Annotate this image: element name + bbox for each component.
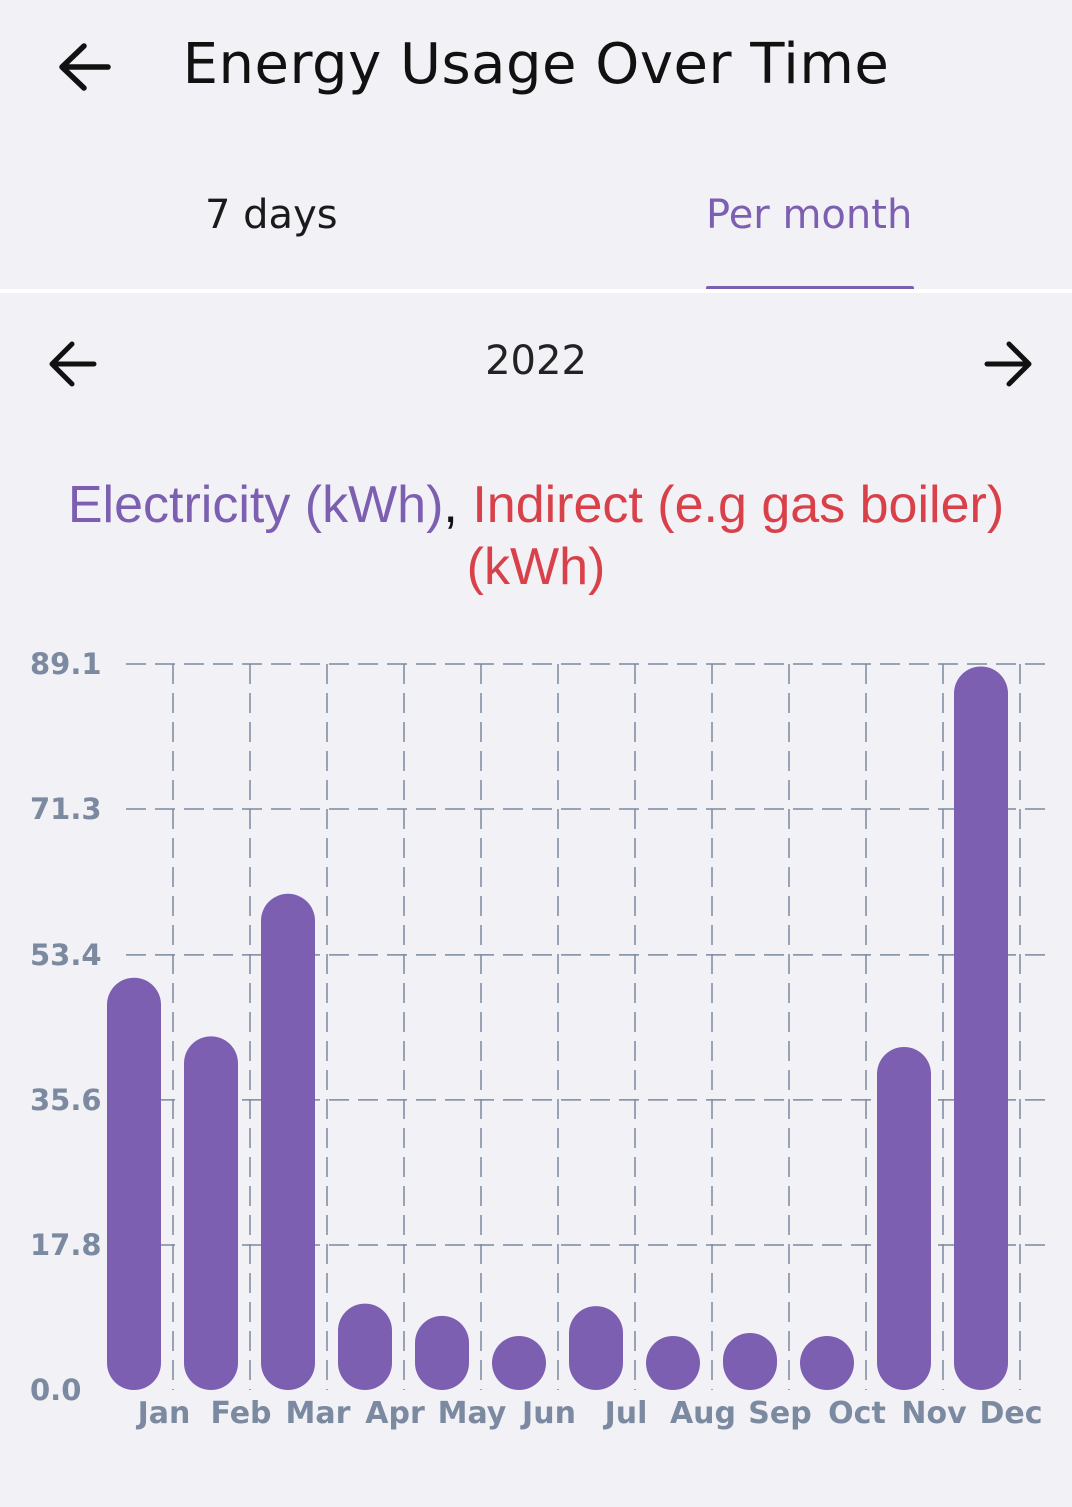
tab-active-indicator: [706, 286, 914, 291]
x-tick-label: Apr: [365, 1396, 425, 1431]
bar-dec[interactable]: [954, 666, 1008, 1390]
bar-nov[interactable]: [877, 1046, 931, 1390]
legend-indirect[interactable]: Indirect (e.g gas boiler) (kWh): [466, 476, 1005, 596]
app-header: Energy Usage Over Time: [0, 0, 1072, 135]
year-navigator: 2022: [0, 330, 1072, 400]
chart-legend: Electricity (kWh), Indirect (e.g gas boi…: [40, 474, 1032, 598]
x-tick-label: Mar: [286, 1396, 351, 1431]
arrow-left-icon: [49, 341, 97, 387]
previous-year-button[interactable]: [40, 334, 106, 394]
bar-jun[interactable]: [492, 1336, 546, 1390]
y-tick-label: 53.4: [30, 938, 102, 972]
y-tick-label: 89.1: [30, 647, 102, 681]
year-label: 2022: [485, 338, 587, 384]
x-tick-label: Nov: [901, 1396, 967, 1431]
x-tick-label: May: [438, 1396, 507, 1431]
legend-electricity[interactable]: Electricity (kWh): [67, 476, 444, 534]
tab-divider: [0, 289, 1072, 293]
period-tabs: 7 days Per month: [0, 170, 1072, 294]
bar-mar[interactable]: [261, 893, 315, 1390]
y-tick-label: 71.3: [30, 792, 102, 826]
y-tick-label: 35.6: [30, 1083, 102, 1117]
tab-per-month[interactable]: Per month: [706, 192, 913, 238]
y-tick-label: 0.0: [30, 1373, 81, 1407]
bar-oct[interactable]: [800, 1336, 854, 1390]
back-button[interactable]: [50, 34, 120, 100]
arrow-right-icon: [984, 341, 1032, 387]
bar-jan[interactable]: [107, 977, 161, 1390]
bar-jul[interactable]: [569, 1306, 623, 1390]
x-tick-label: Sep: [748, 1396, 811, 1431]
x-tick-label: Feb: [210, 1396, 271, 1431]
arrow-left-icon: [59, 43, 111, 91]
energy-bar-chart: 0.0 17.8 35.6 53.4 71.3 89.1 Jan Feb Mar Apr May Ju…: [30, 647, 1050, 1431]
x-tick-label: Dec: [979, 1396, 1042, 1431]
page-title: Energy Usage Over Time: [182, 32, 890, 97]
bar-apr[interactable]: [338, 1303, 392, 1390]
x-tick-label: Jun: [520, 1396, 576, 1431]
x-tick-label: Jan: [136, 1396, 191, 1431]
bar-sep[interactable]: [723, 1332, 777, 1390]
next-year-button[interactable]: [975, 334, 1041, 394]
x-tick-label: Aug: [670, 1396, 736, 1431]
x-tick-label: Jul: [603, 1396, 648, 1431]
legend-separator: ,: [443, 476, 458, 534]
tab-7-days[interactable]: 7 days: [205, 192, 338, 238]
x-tick-label: Oct: [828, 1396, 886, 1431]
bar-aug[interactable]: [646, 1336, 700, 1390]
y-tick-label: 17.8: [30, 1228, 102, 1262]
bar-feb[interactable]: [184, 1036, 238, 1390]
bar-may[interactable]: [415, 1315, 469, 1390]
